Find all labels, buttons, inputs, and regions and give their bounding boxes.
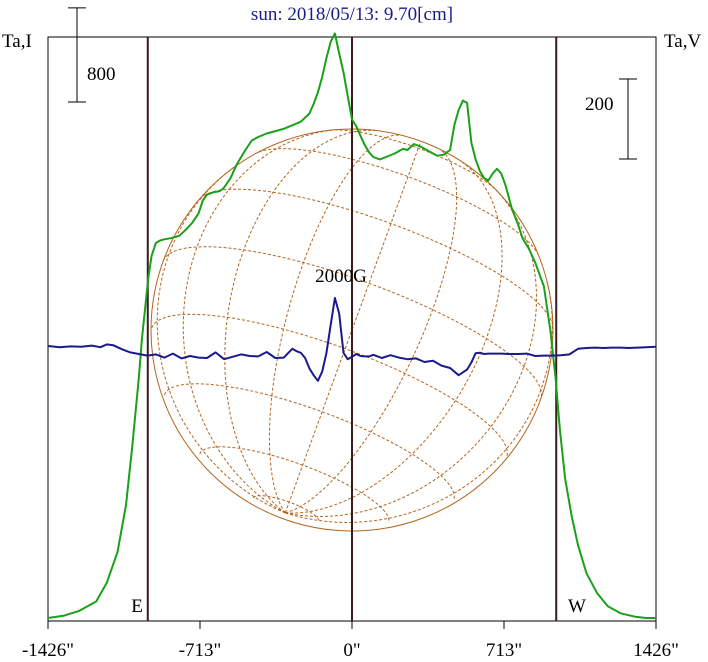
disk-meridian <box>285 149 458 514</box>
disk-meridian <box>285 280 553 524</box>
disk-parallel <box>329 129 499 193</box>
disk-meridian <box>156 166 286 514</box>
x-tick-label: -713" <box>179 640 222 661</box>
disk-meridian <box>182 129 333 514</box>
field-label: 2000G <box>315 266 367 287</box>
disk-meridian <box>268 134 401 514</box>
x-tick-label: -1426" <box>22 640 74 661</box>
chart-title: sun: 2018/05/13: 9.70[cm] <box>251 4 453 25</box>
disk-parallel <box>199 446 390 524</box>
disk-parallel <box>151 313 508 458</box>
east-limb-label: E <box>131 596 143 617</box>
disk-parallel <box>252 495 320 523</box>
scale-bars <box>68 7 637 160</box>
west-limb-label: W <box>568 596 586 617</box>
series-I-line <box>47 32 656 619</box>
disk-meridian <box>224 129 376 514</box>
left-axis-label: Ta,I <box>2 31 32 52</box>
x-axis-ticks: -1426" -713" 0" 713" 1426" <box>22 621 679 661</box>
x-tick-label: 0" <box>343 640 360 661</box>
scale-left-label: 800 <box>87 64 116 85</box>
limb-and-center-lines <box>146 37 558 621</box>
x-tick-label: 1426" <box>633 640 679 661</box>
disk-parallel <box>162 246 543 400</box>
disk-parallel <box>163 383 455 501</box>
disk-parallel <box>199 188 554 328</box>
data-series <box>47 32 657 619</box>
right-axis-label: Ta,V <box>664 31 701 52</box>
disk-parallel <box>258 148 539 255</box>
x-tick-label: 713" <box>486 640 522 661</box>
disk-meridian <box>285 161 503 514</box>
scale-right-label: 200 <box>585 94 614 115</box>
series-V-line <box>47 297 657 382</box>
disk-meridian <box>284 141 422 514</box>
